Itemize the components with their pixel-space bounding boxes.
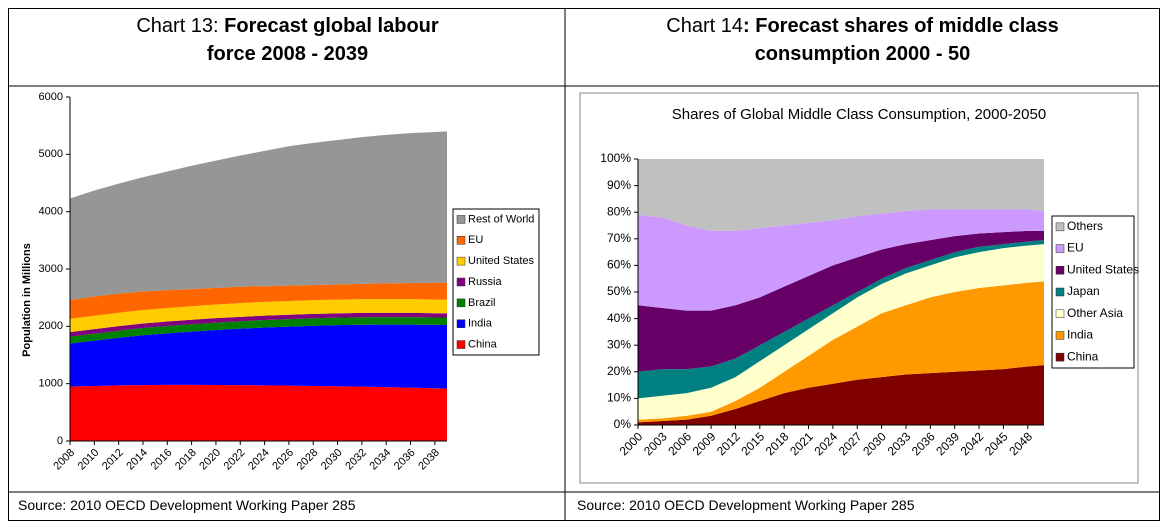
- legend-label: Rest of World: [468, 213, 534, 225]
- area: [70, 299, 447, 333]
- area: [638, 244, 1044, 420]
- x-tick-label: 2026: [270, 447, 296, 473]
- y-tick-label: 2000: [39, 320, 63, 332]
- legend-box: [452, 208, 540, 356]
- legend-label: EU: [468, 234, 483, 246]
- x-tick-label: 2020: [197, 447, 223, 473]
- legend-box: [1051, 215, 1135, 369]
- area: [70, 384, 447, 441]
- legend-label: Brazil: [468, 297, 496, 309]
- x-tick-label: 2030: [319, 447, 345, 473]
- source: Source: 2010 OECD Development Working Pa…: [577, 497, 915, 513]
- legend-swatch: [456, 277, 466, 287]
- legend-swatch: [1055, 309, 1065, 318]
- y-tick-label: 5000: [39, 148, 63, 160]
- legend-swatch: [456, 319, 466, 328]
- y-axis-title: Population in Millions: [21, 243, 33, 357]
- area: [70, 312, 447, 337]
- legend-swatch: [456, 340, 466, 349]
- x-tick-label: 2016: [149, 447, 175, 473]
- legend-label: United States: [1067, 262, 1139, 276]
- legend-swatch: [456, 256, 466, 266]
- x-tick-label: 2018: [173, 447, 199, 473]
- area: [638, 281, 1044, 423]
- x-tick-label: 2012: [100, 447, 126, 473]
- y-tick-label: 30%: [607, 337, 631, 351]
- x-tick-label: 2014: [124, 447, 150, 473]
- y-tick-label: 3000: [39, 263, 63, 275]
- y-tick-label: 80%: [607, 204, 631, 218]
- y-tick-label: 40%: [607, 311, 631, 325]
- y-tick-label: 70%: [607, 231, 631, 245]
- legend-swatch: [456, 236, 466, 245]
- area: [638, 230, 1044, 372]
- area: [70, 317, 447, 344]
- y-tick-label: 6000: [39, 91, 63, 103]
- legend-label: India: [468, 318, 493, 330]
- legend-swatch: [456, 298, 466, 308]
- legend-swatch: [456, 215, 466, 224]
- x-tick-label: 2022: [222, 447, 248, 473]
- area: [638, 365, 1044, 425]
- legend-label: Other Asia: [1067, 306, 1123, 320]
- legend-label: United States: [468, 255, 535, 267]
- area: [638, 159, 1044, 231]
- y-tick-label: 100%: [600, 151, 631, 165]
- legend-label: Others: [1067, 219, 1103, 233]
- legend-swatch: [1055, 352, 1065, 362]
- legend-swatch: [1055, 266, 1065, 275]
- legend-label: India: [1067, 328, 1093, 342]
- legend-swatch: [1055, 244, 1065, 253]
- y-tick-label: 60%: [607, 258, 631, 272]
- x-tick-label: 2028: [295, 447, 321, 473]
- legend-swatch: [1055, 287, 1065, 297]
- area: [638, 209, 1044, 311]
- y-tick-label: 0: [57, 435, 63, 447]
- legend-label: Russia: [468, 276, 503, 288]
- legend-label: EU: [1067, 241, 1084, 255]
- y-tick-label: 20%: [607, 364, 631, 378]
- y-tick-label: 1000: [39, 378, 63, 390]
- caption-number: Chart 14: [666, 15, 744, 37]
- x-tick-label: 2036: [392, 447, 418, 473]
- table-border: [8, 8, 1160, 521]
- x-tick-label: 2008: [51, 447, 77, 473]
- legend-swatch: [1055, 222, 1065, 232]
- area: [638, 240, 1044, 399]
- area: [70, 131, 447, 300]
- y-tick-label: 4000: [39, 206, 63, 218]
- source: Source: 2010 OECD Development Working Pa…: [18, 497, 356, 513]
- y-tick-label: 10%: [607, 391, 631, 405]
- chart-title: Shares of Global Middle Class Consumptio…: [672, 106, 1046, 123]
- legend-swatch: [1055, 331, 1065, 340]
- legend-label: China: [1067, 349, 1099, 363]
- y-tick-label: 90%: [607, 178, 631, 192]
- x-tick-label: 2032: [343, 447, 369, 473]
- caption: Chart 13: Forecast global labour force 2…: [110, 12, 465, 68]
- area: [70, 282, 447, 319]
- x-tick-label: 2024: [246, 447, 272, 473]
- y-tick-label: 0%: [614, 417, 632, 431]
- area: [70, 324, 447, 389]
- legend-label: Japan: [1067, 284, 1100, 298]
- caption: Chart 14: Forecast shares of middle clas…: [660, 12, 1065, 68]
- y-tick-label: 50%: [607, 284, 631, 298]
- caption-title: Forecast global labour force 2008 - 2039: [206, 15, 439, 65]
- x-tick-label: 2034: [368, 447, 394, 473]
- x-tick-label: 2010: [76, 447, 102, 473]
- caption-title: : Forecast shares of middle class consum…: [743, 15, 1059, 65]
- legend-label: China: [468, 338, 498, 350]
- caption-number: Chart 13:: [136, 15, 219, 37]
- x-tick-label: 2038: [416, 447, 442, 473]
